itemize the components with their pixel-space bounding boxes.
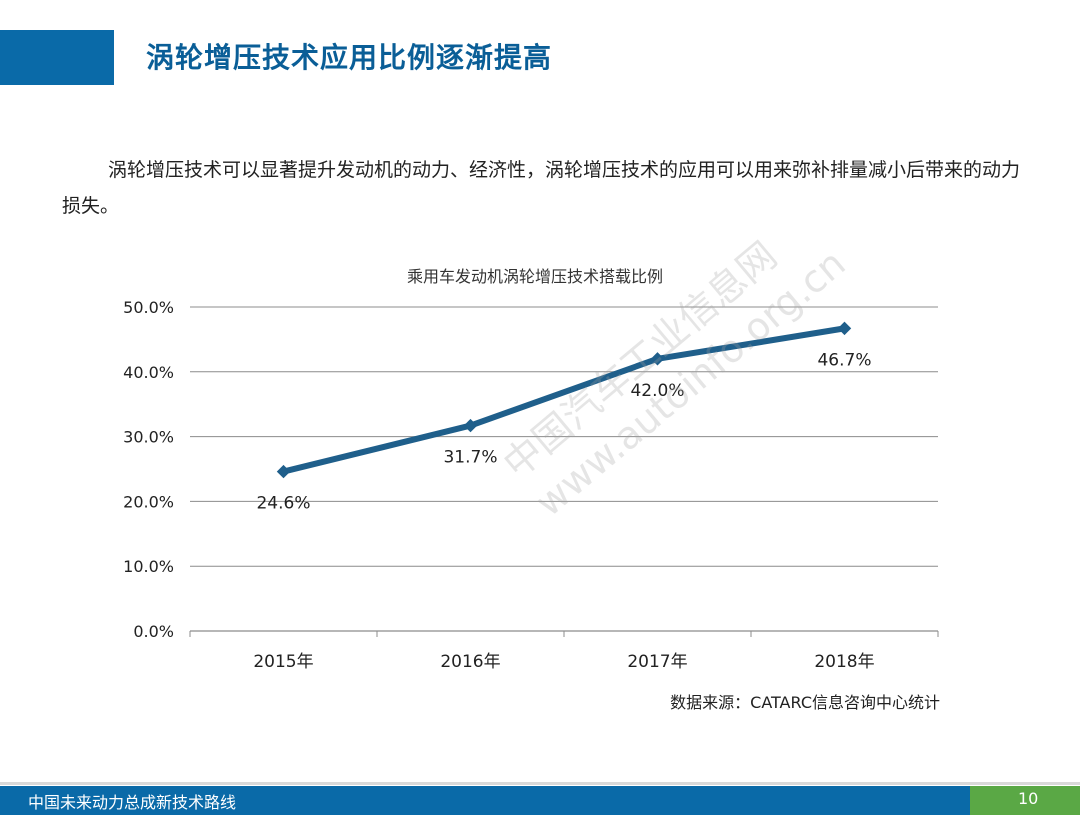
- footer-title: 中国未来动力总成新技术路线: [28, 793, 237, 812]
- data-label: 46.7%: [817, 350, 871, 370]
- x-tick-label: 2018年: [814, 652, 874, 672]
- slide-title: 涡轮增压技术应用比例逐渐提高: [146, 41, 553, 74]
- x-tick-label: 2017年: [627, 652, 687, 672]
- y-tick-label: 20.0%: [123, 492, 174, 511]
- data-label: 24.6%: [256, 494, 310, 514]
- y-tick-label: 10.0%: [123, 557, 174, 576]
- footer-page-box: [970, 786, 1080, 815]
- x-tick-label: 2015年: [253, 652, 313, 672]
- intro-paragraph: 涡轮增压技术可以显著提升发动机的动力、经济性，涡轮增压技术的应用可以用来弥补排量…: [62, 159, 1021, 217]
- title-accent-bar: [0, 30, 114, 85]
- chart-source: 数据来源：CATARC信息咨询中心统计: [670, 693, 940, 712]
- data-point-marker: [463, 418, 478, 433]
- footer-bar: [0, 786, 970, 815]
- page-number: 10: [1018, 789, 1039, 808]
- data-label: 42.0%: [630, 381, 684, 401]
- y-tick-label: 0.0%: [133, 622, 174, 641]
- series-line: [280, 325, 848, 475]
- chart-title: 乘用车发动机涡轮增压技术搭载比例: [407, 267, 663, 286]
- y-tick-label: 30.0%: [123, 428, 174, 447]
- data-point-marker: [276, 464, 291, 479]
- data-point-marker: [837, 321, 852, 336]
- y-tick-label: 40.0%: [123, 363, 174, 382]
- y-tick-label: 50.0%: [123, 298, 174, 317]
- data-label: 31.7%: [443, 448, 497, 468]
- data-point-marker: [650, 352, 665, 366]
- x-tick-label: 2016年: [440, 652, 500, 672]
- footer-divider: [0, 782, 1080, 785]
